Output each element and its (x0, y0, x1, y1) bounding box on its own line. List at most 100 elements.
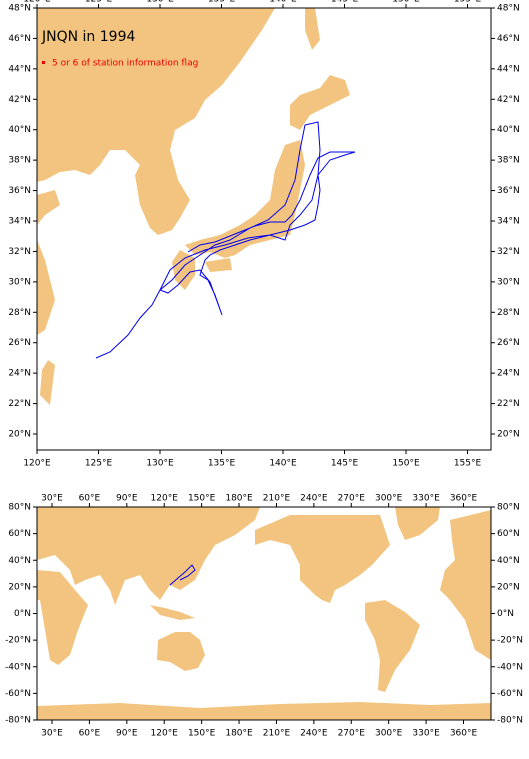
legend-text: 5 or 6 of station information flag (52, 59, 198, 69)
lat-label: -20°N (5, 636, 31, 646)
lat-label: 38°N (497, 156, 520, 166)
lat-label: 34°N (8, 217, 31, 227)
lat-label: 32°N (8, 247, 31, 257)
lat-label: -20°N (497, 636, 523, 646)
lat-label: 38°N (8, 156, 31, 166)
lon-label: 240°E (300, 729, 328, 739)
lon-label: 130°E (146, 0, 174, 5)
lon-label: 145°E (331, 459, 359, 469)
lat-label: 36°N (8, 186, 31, 196)
lat-label: 36°N (497, 186, 520, 196)
lat-label: 20°N (497, 430, 520, 440)
lon-label: 210°E (263, 494, 291, 504)
lat-label: 46°N (497, 34, 520, 44)
land (40, 360, 55, 405)
legend-marker (42, 61, 45, 64)
lat-label: 20°N (8, 582, 31, 592)
lon-label: 30°E (41, 494, 63, 504)
land (37, 570, 88, 665)
land (255, 515, 390, 603)
lon-label: 90°E (116, 729, 138, 739)
lat-label: 40°N (8, 125, 31, 135)
lon-label: 60°E (79, 494, 101, 504)
lat-label: 40°N (497, 125, 520, 135)
lon-label: 300°E (375, 729, 403, 739)
land (365, 600, 420, 692)
lon-label: 150°E (392, 459, 420, 469)
lon-label: 270°E (338, 729, 366, 739)
land (37, 507, 260, 605)
lon-label: 120°E (151, 494, 179, 504)
lat-label: 44°N (497, 64, 520, 74)
lon-label: 155°E (454, 459, 482, 469)
lon-label: 330°E (412, 494, 440, 504)
lon-label: 180°E (225, 494, 253, 504)
lat-label: 48°N (497, 4, 520, 14)
lon-label: 30°E (41, 729, 63, 739)
lon-label: 360°E (450, 494, 478, 504)
lon-label: 120°E (23, 459, 51, 469)
lat-label: 0°N (497, 609, 514, 619)
lat-label: 80°N (497, 503, 520, 513)
lon-label: 140°E (269, 0, 297, 5)
lat-label: 34°N (497, 217, 520, 227)
lat-label: 22°N (8, 399, 31, 409)
lon-label: 135°E (208, 459, 236, 469)
land (290, 75, 350, 130)
lon-label: 210°E (263, 729, 291, 739)
lat-label: -80°N (497, 716, 523, 726)
map-title: JNQN in 1994 (41, 29, 135, 45)
lon-label: 360°E (450, 729, 478, 739)
lat-label: 40°N (8, 556, 31, 566)
lat-label: 20°N (8, 430, 31, 440)
lat-label: 26°N (8, 338, 31, 348)
lat-label: 48°N (8, 4, 31, 14)
land (305, 8, 320, 50)
cruise-track (95, 121, 356, 359)
land (440, 510, 491, 660)
lat-label: 26°N (497, 338, 520, 348)
lat-label: -80°N (5, 716, 31, 726)
lat-label: 40°N (497, 556, 520, 566)
lat-label: -60°N (497, 689, 523, 699)
lat-label: 32°N (497, 247, 520, 257)
lon-label: 240°E (300, 494, 328, 504)
cruise-track (169, 564, 196, 586)
land (37, 190, 60, 225)
lon-label: 145°E (331, 0, 359, 5)
lon-label: 150°E (188, 494, 216, 504)
lon-label: 330°E (412, 729, 440, 739)
lon-label: 120°E (23, 0, 51, 5)
lat-label: -40°N (5, 662, 31, 672)
lon-label: 60°E (79, 729, 101, 739)
land (185, 140, 305, 258)
lon-label: 270°E (338, 494, 366, 504)
land (37, 702, 491, 720)
lon-label: 125°E (85, 459, 113, 469)
land (157, 632, 205, 671)
lat-label: 20°N (497, 582, 520, 592)
land (395, 507, 440, 540)
lat-label: 24°N (497, 369, 520, 379)
lat-label: 80°N (8, 503, 31, 513)
land (205, 258, 232, 272)
lon-label: 300°E (375, 494, 403, 504)
lon-label: 135°E (208, 0, 236, 5)
land (37, 240, 55, 335)
land (150, 605, 195, 620)
lat-label: 22°N (497, 399, 520, 409)
lat-label: 24°N (8, 369, 31, 379)
lon-label: 130°E (146, 459, 174, 469)
lon-label: 180°E (225, 729, 253, 739)
lon-label: 150°E (392, 0, 420, 5)
lon-label: 150°E (188, 729, 216, 739)
land (172, 250, 195, 290)
lat-label: 60°N (8, 529, 31, 539)
lat-label: 30°N (497, 277, 520, 287)
lat-label: 42°N (8, 95, 31, 105)
lon-label: 155°E (454, 0, 482, 5)
lat-label: 28°N (497, 308, 520, 318)
lon-label: 125°E (85, 0, 113, 5)
lon-label: 90°E (116, 494, 138, 504)
